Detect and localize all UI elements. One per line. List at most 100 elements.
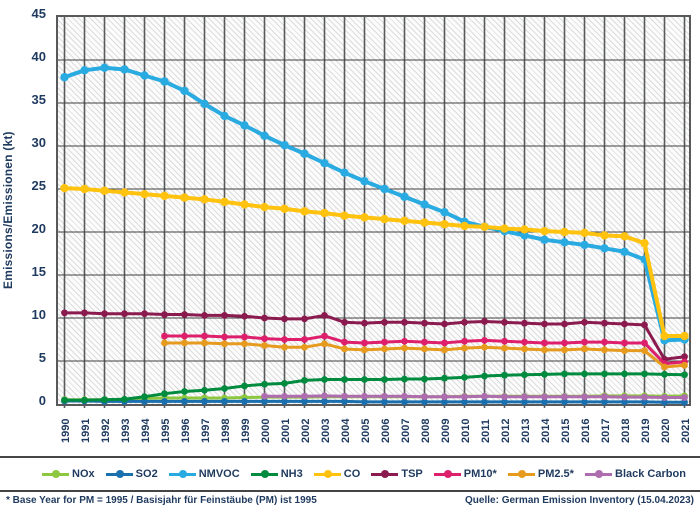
data-point-so2	[241, 398, 248, 405]
data-point-tsp	[81, 309, 88, 317]
x-tick-label: 2000	[259, 418, 272, 444]
source-note: Quelle: German Emission Inventory (15.04…	[465, 495, 694, 506]
data-point-so2	[681, 398, 688, 406]
x-tick-label: 1992	[99, 418, 112, 444]
data-point-tsp	[401, 318, 408, 326]
data-point-black-carbon	[261, 392, 268, 400]
data-point-nh3	[241, 382, 248, 390]
x-tick-label: 1991	[79, 418, 92, 444]
data-point-pm2-5-	[201, 339, 208, 347]
data-point-so2	[301, 398, 308, 405]
data-point-nh3	[81, 396, 88, 404]
data-point-tsp	[641, 321, 648, 329]
data-point-pm10-	[221, 333, 228, 341]
legend-item-nh3: NH3	[250, 468, 303, 480]
y-tick-label: 35	[31, 92, 46, 107]
data-point-tsp	[441, 320, 448, 328]
data-point-pm2-5-	[461, 344, 468, 352]
data-point-pm2-5-	[281, 343, 288, 351]
data-point-nmvoc	[540, 235, 549, 244]
legend-swatch	[42, 470, 69, 478]
y-tick-label: 0	[38, 393, 46, 408]
data-point-black-carbon	[381, 392, 388, 400]
data-point-pm2-5-	[341, 345, 348, 353]
data-point-tsp	[621, 320, 628, 328]
data-point-tsp	[601, 319, 608, 327]
data-point-so2	[261, 398, 268, 405]
legend-swatch	[250, 470, 278, 478]
data-point-pm2-5-	[501, 344, 508, 352]
data-point-nh3	[121, 395, 128, 403]
data-point-pm2-5-	[541, 346, 548, 354]
data-point-nh3	[541, 370, 548, 378]
data-point-black-carbon	[601, 393, 608, 401]
data-point-pm10-	[201, 332, 208, 340]
data-point-pm2-5-	[561, 346, 568, 354]
legend-swatch	[168, 470, 196, 478]
data-point-so2	[361, 398, 368, 406]
data-point-nh3	[401, 375, 408, 383]
data-point-co	[260, 202, 269, 212]
data-point-pm10-	[161, 332, 168, 340]
data-point-nmvoc	[100, 63, 109, 72]
legend-swatch	[313, 470, 341, 478]
data-point-so2	[621, 398, 628, 406]
data-point-so2	[401, 398, 408, 406]
legend-item-co: CO	[313, 468, 361, 480]
data-point-so2	[321, 398, 328, 405]
x-tick-label: 2014	[539, 418, 552, 444]
x-tick-label: 2004	[339, 418, 352, 444]
data-point-so2	[601, 398, 608, 406]
y-tick-label: 15	[31, 264, 46, 279]
legend-swatch	[433, 470, 461, 478]
x-tick-label: 2013	[519, 418, 532, 444]
legend-label: NMVOC	[198, 468, 240, 480]
data-point-pm2-5-	[601, 346, 608, 354]
legend-swatch	[371, 470, 399, 478]
data-point-pm2-5-	[241, 340, 248, 348]
data-point-tsp	[581, 318, 588, 326]
data-point-pm10-	[621, 339, 628, 347]
plot-area	[56, 15, 691, 408]
y-tick-label: 20	[31, 221, 46, 236]
x-tick-label: 2002	[299, 418, 312, 444]
x-tick-label: 1996	[179, 418, 192, 444]
data-point-co	[620, 232, 629, 241]
data-point-tsp	[381, 318, 388, 326]
data-point-pm10-	[181, 332, 188, 340]
data-point-co	[320, 208, 329, 218]
data-point-co	[580, 228, 589, 238]
data-point-nmvoc	[440, 208, 449, 217]
legend-item-so2: SO2	[105, 468, 158, 480]
data-point-co	[560, 227, 569, 237]
data-point-pm10-	[341, 338, 348, 346]
data-point-co	[280, 204, 289, 213]
data-point-black-carbon	[441, 393, 448, 401]
x-tick-label: 2012	[499, 418, 512, 444]
data-point-co	[400, 216, 409, 226]
data-point-pm10-	[461, 337, 468, 345]
x-tick-label: 2020	[659, 418, 672, 444]
data-point-so2	[161, 398, 168, 405]
data-point-black-carbon	[481, 392, 488, 400]
data-point-pm10-	[261, 335, 268, 343]
legend-label: CO	[343, 468, 361, 480]
data-point-tsp	[201, 312, 208, 319]
data-point-nh3	[601, 370, 608, 378]
data-point-pm2-5-	[221, 340, 228, 348]
data-point-nmvoc	[220, 111, 229, 121]
data-point-nmvoc	[620, 247, 629, 256]
data-point-black-carbon	[401, 392, 408, 400]
data-point-tsp	[101, 310, 108, 318]
x-tick-label: 2003	[319, 418, 332, 444]
x-tick-label: 2010	[459, 418, 472, 444]
data-point-nh3	[481, 372, 488, 380]
data-point-nh3	[521, 371, 528, 379]
data-point-black-carbon	[281, 392, 288, 400]
data-point-pm2-5-	[261, 342, 268, 349]
data-point-black-carbon	[501, 393, 508, 401]
y-tick-label: 40	[31, 49, 46, 64]
legend-swatch	[105, 470, 133, 478]
data-point-co	[200, 195, 209, 204]
